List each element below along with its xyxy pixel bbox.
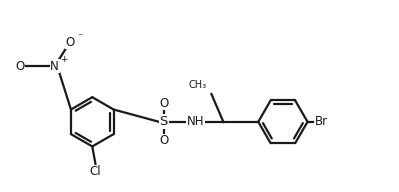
Text: O: O (15, 60, 24, 73)
Text: O: O (66, 36, 75, 49)
Text: Br: Br (315, 115, 328, 128)
Text: NH: NH (187, 115, 204, 128)
Text: S: S (160, 115, 168, 128)
Text: O: O (159, 134, 168, 147)
Text: O: O (159, 97, 168, 110)
Text: ⁻: ⁻ (77, 33, 83, 43)
Text: N: N (50, 60, 59, 73)
Text: Cl: Cl (90, 166, 101, 179)
Text: CH₃: CH₃ (188, 80, 207, 90)
Text: +: + (60, 55, 67, 64)
